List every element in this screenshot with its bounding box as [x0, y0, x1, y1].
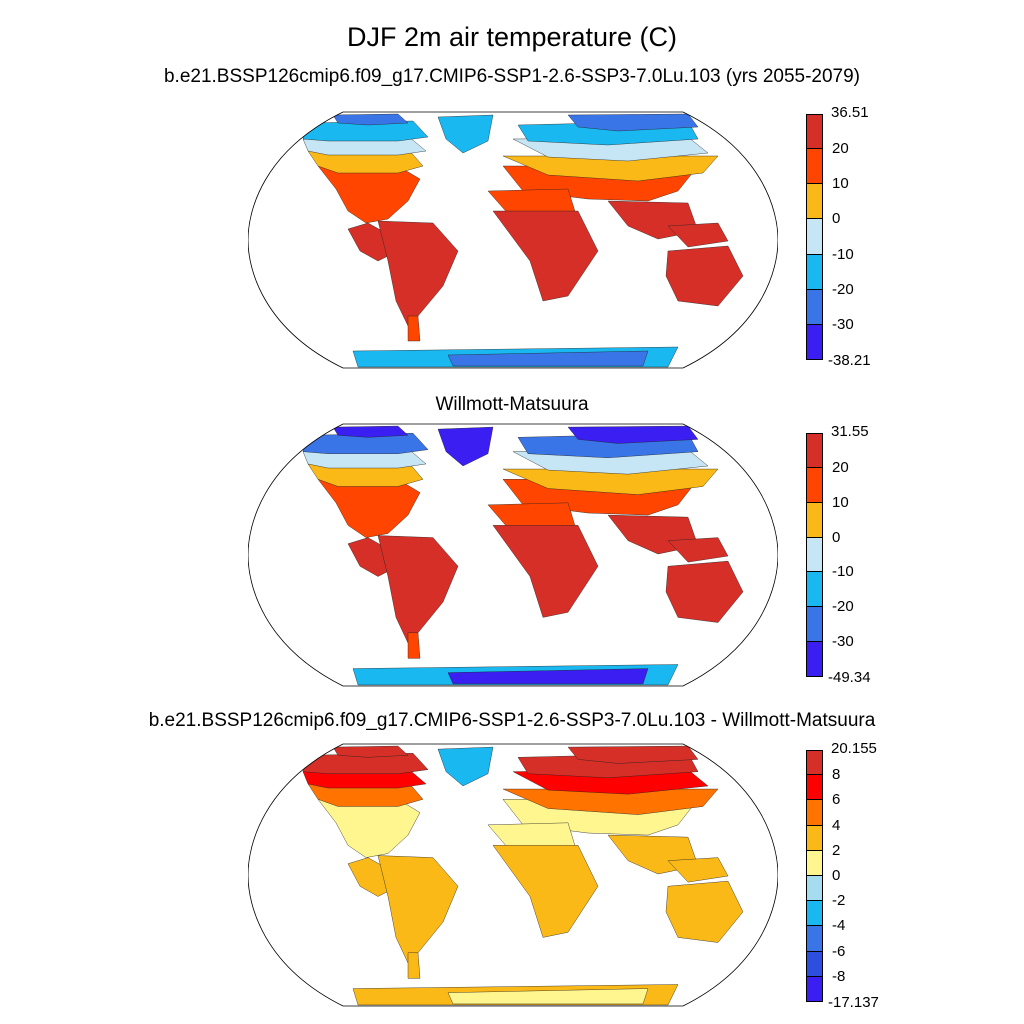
greenland-mark — [437, 426, 494, 467]
colorbar-swatch — [806, 750, 823, 776]
greenland-mark — [437, 746, 494, 787]
colorbar-swatch — [806, 951, 823, 977]
colorbar-swatch — [806, 876, 823, 902]
siberia-arctic-mark — [567, 425, 699, 444]
colorbar-swatch — [806, 289, 823, 325]
colorbar-swatch — [806, 642, 823, 677]
colorbar-swatch — [806, 114, 823, 150]
colorbar-label: 8 — [832, 766, 841, 784]
colorbar-swatch — [806, 184, 823, 220]
colorbar-label: -30 — [832, 315, 854, 333]
colorbar-diff: 20.155 8 6 4 2 0 -2 -4 -6 -8 -17.137 — [806, 740, 906, 1011]
colorbar-label: 10 — [832, 175, 849, 193]
colorbar-swatch — [806, 901, 823, 927]
map-panel-obs — [248, 423, 778, 687]
colorbar-label: 0 — [832, 867, 841, 884]
siberia-arctic-mark — [567, 113, 699, 132]
colorbar-swatch — [806, 926, 823, 952]
colorbar-label: 20 — [832, 140, 849, 158]
map-outline — [248, 743, 778, 1007]
colorbar-label: -4 — [832, 917, 846, 935]
colorbar-label: 2 — [832, 841, 841, 859]
map-panel-model — [248, 111, 778, 369]
eurasia-mid-mark — [502, 788, 719, 815]
siberia-arctic-mark — [567, 745, 699, 764]
colorbar-swatch — [806, 976, 823, 1002]
colorbar-swatch — [806, 149, 823, 185]
colorbar-label: 31.55 — [831, 423, 869, 440]
colorbar-swatch — [806, 537, 823, 573]
colorbar-label: -10 — [832, 563, 854, 581]
australia-mark — [665, 560, 744, 623]
colorbar-label: -8 — [832, 967, 846, 985]
colorbar-swatch — [806, 800, 823, 826]
africa-mark — [492, 210, 599, 302]
canada-arctic-mark — [332, 425, 409, 438]
maritime-asia-mark — [667, 222, 729, 248]
colorbar-label: 6 — [832, 791, 841, 809]
south-america-tip-mark — [407, 315, 421, 342]
map-panel-diff — [248, 743, 778, 1007]
antarctica-interior-mark — [447, 350, 649, 367]
antarctica-interior-mark — [447, 988, 649, 1005]
colorbar-model: 36.51 20 10 0 -10 -20 -30 -38.21 — [806, 104, 906, 369]
colorbar-label: 4 — [832, 816, 841, 834]
colorbar-swatch — [806, 502, 823, 538]
map-outline — [248, 111, 778, 369]
colorbar-label: 0 — [832, 210, 841, 228]
panel-title-diff: b.e21.BSSP126cmip6.f09_g17.CMIP6-SSP1-2.… — [148, 710, 876, 731]
colorbar-swatch — [806, 775, 823, 801]
colorbar-swatch — [806, 572, 823, 608]
colorbar-swatch — [806, 254, 823, 290]
colorbar-swatch — [806, 825, 823, 851]
south-america-tip-mark — [407, 952, 421, 979]
colorbar-label: -20 — [832, 280, 854, 298]
panel-title-obs: Willmott-Matsuura — [435, 394, 589, 415]
maritime-asia-mark — [667, 537, 729, 563]
colorbar-label: -17.137 — [828, 994, 879, 1011]
north-america-subarctic-mark — [302, 433, 429, 454]
colorbar-obs: 31.55 20 10 0 -10 -20 -30 -49.34 — [806, 423, 906, 686]
colorbar-label: -38.21 — [828, 352, 871, 369]
colorbar-label: 20 — [832, 458, 849, 476]
colorbar-swatch — [806, 324, 823, 360]
canada-arctic-mark — [332, 745, 409, 758]
colorbar-swatch — [806, 219, 823, 255]
colorbar-label: -30 — [832, 633, 854, 651]
maritime-asia-mark — [667, 857, 729, 883]
colorbar-label: -2 — [832, 892, 846, 910]
australia-mark — [665, 245, 744, 307]
colorbar-label: 36.51 — [831, 104, 869, 121]
canada-arctic-mark — [332, 113, 409, 126]
colorbar-label: -6 — [832, 942, 846, 960]
colorbar-swatch — [806, 433, 823, 468]
greenland-mark — [437, 114, 494, 154]
colorbar-swatch — [806, 467, 823, 503]
colorbar-swatch — [806, 850, 823, 876]
colorbar-label: 10 — [832, 493, 849, 511]
colorbar-swatch — [806, 607, 823, 643]
colorbar-label: -49.34 — [828, 669, 871, 686]
south-america-tip-mark — [407, 632, 421, 659]
map-outline — [248, 423, 778, 687]
africa-mark — [492, 845, 599, 938]
eurasia-mid-mark — [502, 468, 719, 495]
main-title: DJF 2m air temperature (C) — [346, 22, 678, 52]
eurasia-mid-mark — [502, 155, 719, 182]
antarctica-interior-mark — [447, 668, 649, 685]
panel-title-model: b.e21.BSSP126cmip6.f09_g17.CMIP6-SSP1-2.… — [163, 66, 861, 87]
australia-mark — [665, 880, 744, 943]
colorbar-label: 20.155 — [831, 740, 877, 757]
colorbar-label: 0 — [832, 528, 841, 546]
africa-mark — [492, 525, 599, 618]
north-america-subarctic-mark — [302, 120, 429, 142]
colorbar-label: -10 — [832, 245, 854, 263]
colorbar-label: -20 — [832, 598, 854, 616]
north-america-subarctic-mark — [302, 753, 429, 774]
